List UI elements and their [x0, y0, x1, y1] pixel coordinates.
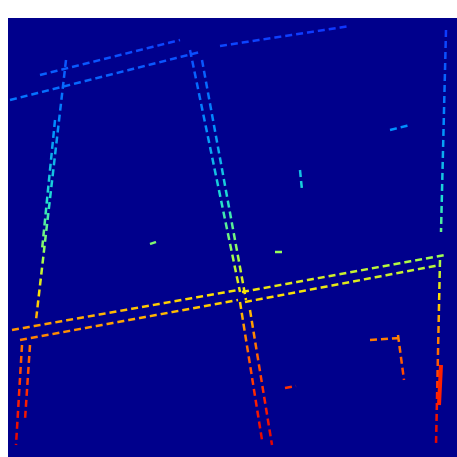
line	[241, 253, 446, 294]
line	[284, 384, 297, 390]
line	[188, 49, 242, 293]
line	[434, 259, 442, 446]
line	[23, 344, 32, 421]
background	[8, 18, 457, 457]
line	[396, 334, 406, 381]
line	[200, 59, 248, 301]
road-lines	[9, 24, 448, 446]
line	[298, 169, 304, 191]
line	[238, 301, 264, 441]
caption-strip	[0, 0, 457, 18]
line	[19, 298, 239, 342]
line	[244, 263, 441, 304]
line	[11, 288, 239, 332]
line	[248, 309, 274, 446]
line	[39, 38, 181, 77]
line	[389, 123, 411, 132]
line	[369, 336, 401, 342]
line	[439, 29, 448, 233]
line	[149, 240, 157, 246]
line	[437, 364, 443, 406]
line	[14, 344, 24, 446]
